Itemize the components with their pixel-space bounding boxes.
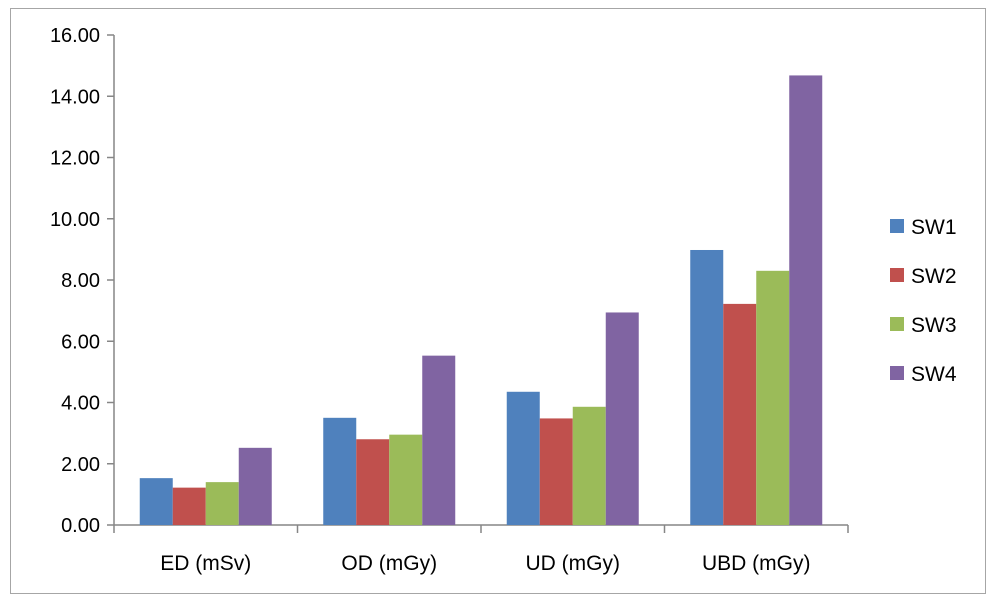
bar-sw4-1 [422, 355, 456, 525]
legend-swatch-sw2 [890, 268, 904, 282]
x-category-label: UD (mGy) [526, 552, 620, 575]
legend-swatch-sw1 [890, 219, 904, 233]
legend-label-sw3: SW3 [911, 314, 957, 337]
legend-label-sw1: SW1 [911, 216, 957, 239]
y-tick-label: 4.00 [61, 393, 100, 415]
x-category-label: UBD (mGy) [702, 552, 811, 575]
y-tick-label: 2.00 [61, 454, 100, 476]
bar-sw2-1 [356, 439, 390, 525]
bar-sw3-3 [756, 270, 790, 525]
legend-swatch-sw3 [890, 317, 904, 331]
bar-sw1-3 [690, 249, 724, 526]
y-tick-label: 14.00 [50, 86, 100, 108]
bar-sw2-3 [723, 303, 757, 525]
bar-sw3-0 [205, 482, 239, 525]
x-axis: ED (mSv) OD (mGy) UD (mGy) UBD (mGy) [113, 524, 849, 575]
legend: SW1 SW2 SW3 SW4 [890, 216, 957, 386]
y-tick-label: 0.00 [61, 515, 100, 537]
bar-sw4-2 [605, 312, 639, 525]
x-category-label: ED (mSv) [160, 552, 251, 575]
bar-sw2-0 [172, 487, 206, 525]
legend-swatch-sw4 [890, 366, 904, 380]
bar-sw3-2 [572, 406, 606, 525]
x-category-label: OD (mGy) [341, 552, 437, 575]
y-tick-label: 16.00 [50, 25, 100, 47]
bar-sw1-0 [139, 478, 173, 525]
bar-sw4-3 [789, 75, 823, 526]
bars [139, 75, 823, 526]
bar-sw3-1 [389, 434, 423, 525]
y-tick-label: 8.00 [61, 270, 100, 292]
legend-label-sw4: SW4 [911, 363, 957, 386]
y-axis: 0.00 2.00 4.00 6.00 8.00 10.00 12.00 14.00 16.00 [50, 25, 115, 537]
bar-sw1-2 [506, 391, 540, 525]
y-tick-label: 10.00 [50, 209, 100, 231]
legend-label-sw2: SW2 [911, 265, 957, 288]
bar-sw4-0 [238, 447, 272, 525]
bar-sw2-2 [539, 418, 573, 525]
bar-sw1-1 [323, 417, 357, 525]
y-tick-label: 12.00 [50, 148, 100, 170]
y-tick-label: 6.00 [61, 331, 100, 353]
